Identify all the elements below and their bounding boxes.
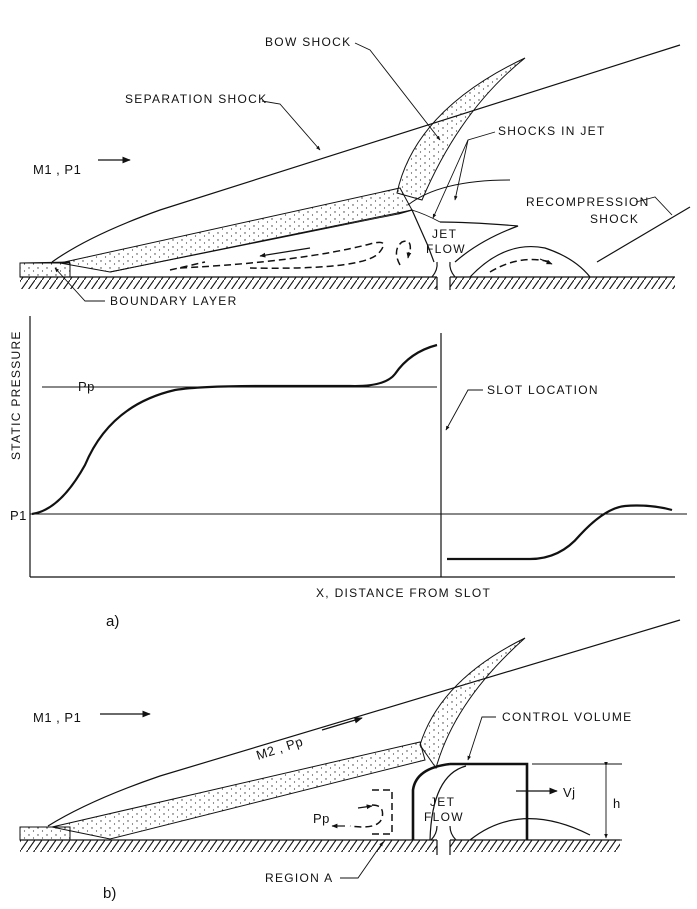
bow-shock-band bbox=[396, 57, 526, 201]
recompression-leader bbox=[635, 196, 673, 216]
shocks-in-jet-leader-2 bbox=[454, 139, 469, 201]
jet-flow-label-b1: JET bbox=[430, 795, 455, 809]
bow-shock-band-b bbox=[419, 637, 526, 770]
jet-flow-label-b2: FLOW bbox=[424, 810, 464, 824]
jet-flow-label-a1: JET bbox=[432, 227, 457, 241]
separation-shock-line bbox=[51, 44, 681, 263]
boundary-layer-leader bbox=[54, 267, 105, 302]
vj-label: Vj bbox=[563, 785, 576, 800]
recirc-arrow-down bbox=[539, 258, 553, 265]
jet-flow-label-a2: FLOW bbox=[426, 242, 466, 256]
boundary-layer-band-b bbox=[19, 826, 71, 841]
bow-shock-leader bbox=[354, 42, 441, 141]
jet-inner-edge-b bbox=[429, 765, 467, 841]
diagram-a-flowfield: M1 , P1 BOW SHOCK SEPARATION SHOCK SHOCK… bbox=[19, 35, 691, 308]
region-a-leader bbox=[340, 841, 384, 879]
reattachment-bubble-b bbox=[469, 818, 591, 841]
freestream-label-a: M1 , P1 bbox=[33, 162, 81, 177]
bow-shock-label: BOW SHOCK bbox=[265, 35, 351, 49]
slot-location-leader bbox=[445, 389, 483, 431]
slot-b bbox=[430, 825, 457, 855]
recirculation-a bbox=[169, 241, 385, 271]
xlabel-distance: X, DISTANCE FROM SLOT bbox=[316, 586, 491, 600]
reattachment-bubble bbox=[469, 246, 591, 278]
p1-label-plot: P1 bbox=[10, 508, 27, 523]
wall-hatch-a-left bbox=[20, 277, 437, 289]
recompression-label-2: SHOCK bbox=[590, 212, 639, 226]
boundary-layer-label: BOUNDARY LAYER bbox=[110, 294, 238, 308]
control-volume-box bbox=[450, 762, 529, 840]
wall-hatch-a-right bbox=[450, 277, 675, 289]
pp-label-b: Pp bbox=[313, 811, 330, 826]
separation-shock-label: SEPARATION SHOCK bbox=[125, 92, 267, 106]
pressure-curve-downstream bbox=[447, 504, 673, 561]
freestream-label-b: M1 , P1 bbox=[33, 710, 81, 725]
control-volume-label: CONTROL VOLUME bbox=[502, 710, 632, 724]
ylabel-static-pressure: STATIC PRESSURE bbox=[9, 330, 23, 460]
recirculation-down bbox=[489, 258, 551, 273]
separation-shock-line-b bbox=[47, 619, 681, 827]
region-a-label: REGION A bbox=[265, 871, 333, 885]
jet-boundary-b bbox=[411, 762, 451, 840]
slot-location-label: SLOT LOCATION bbox=[487, 383, 599, 397]
jet-boundary bbox=[397, 209, 435, 263]
h-label: h bbox=[613, 796, 621, 811]
boundary-layer-band bbox=[19, 262, 71, 278]
shear-layer-b bbox=[51, 741, 426, 840]
jet-shock-1 bbox=[411, 209, 441, 223]
panel-tag-a: a) bbox=[106, 613, 119, 630]
recirc-arrow-b1 bbox=[357, 804, 373, 810]
m2-pp-label: M2 , Pp bbox=[254, 734, 305, 763]
recompression-shock-line bbox=[596, 206, 691, 263]
slot-a bbox=[431, 261, 456, 290]
recirculation-a2 bbox=[395, 240, 412, 266]
pressure-plot: STATIC PRESSURE X, DISTANCE FROM SLOT Pp… bbox=[9, 316, 687, 630]
recirc-arrow-a2 bbox=[406, 251, 412, 259]
m2-flow-arrow bbox=[321, 716, 363, 731]
pp-label-plot: Pp bbox=[78, 379, 95, 394]
pressure-curve-upstream bbox=[31, 343, 438, 516]
wall-hatch-b-right bbox=[450, 840, 620, 852]
shocks-in-jet-label: SHOCKS IN JET bbox=[498, 124, 606, 138]
diagram-b-flowfield: h Vj M1 , P1 M2 , Pp CONTROL VOLUME JET … bbox=[19, 619, 681, 902]
recirculation-b bbox=[349, 804, 384, 828]
separation-shock-leader bbox=[261, 100, 321, 151]
jet-plume-outer bbox=[439, 221, 519, 263]
control-volume-leader bbox=[467, 716, 496, 761]
recompression-label-1: RECOMPRESSION bbox=[526, 195, 650, 209]
jet-plume-upper bbox=[407, 179, 511, 206]
panel-tag-b: b) bbox=[103, 885, 116, 902]
recirc-arrow-a1 bbox=[259, 247, 311, 258]
shear-layer-a bbox=[59, 187, 413, 273]
wall-hatch-b-left bbox=[20, 840, 437, 852]
shear-layer-lower-edge bbox=[109, 213, 399, 273]
